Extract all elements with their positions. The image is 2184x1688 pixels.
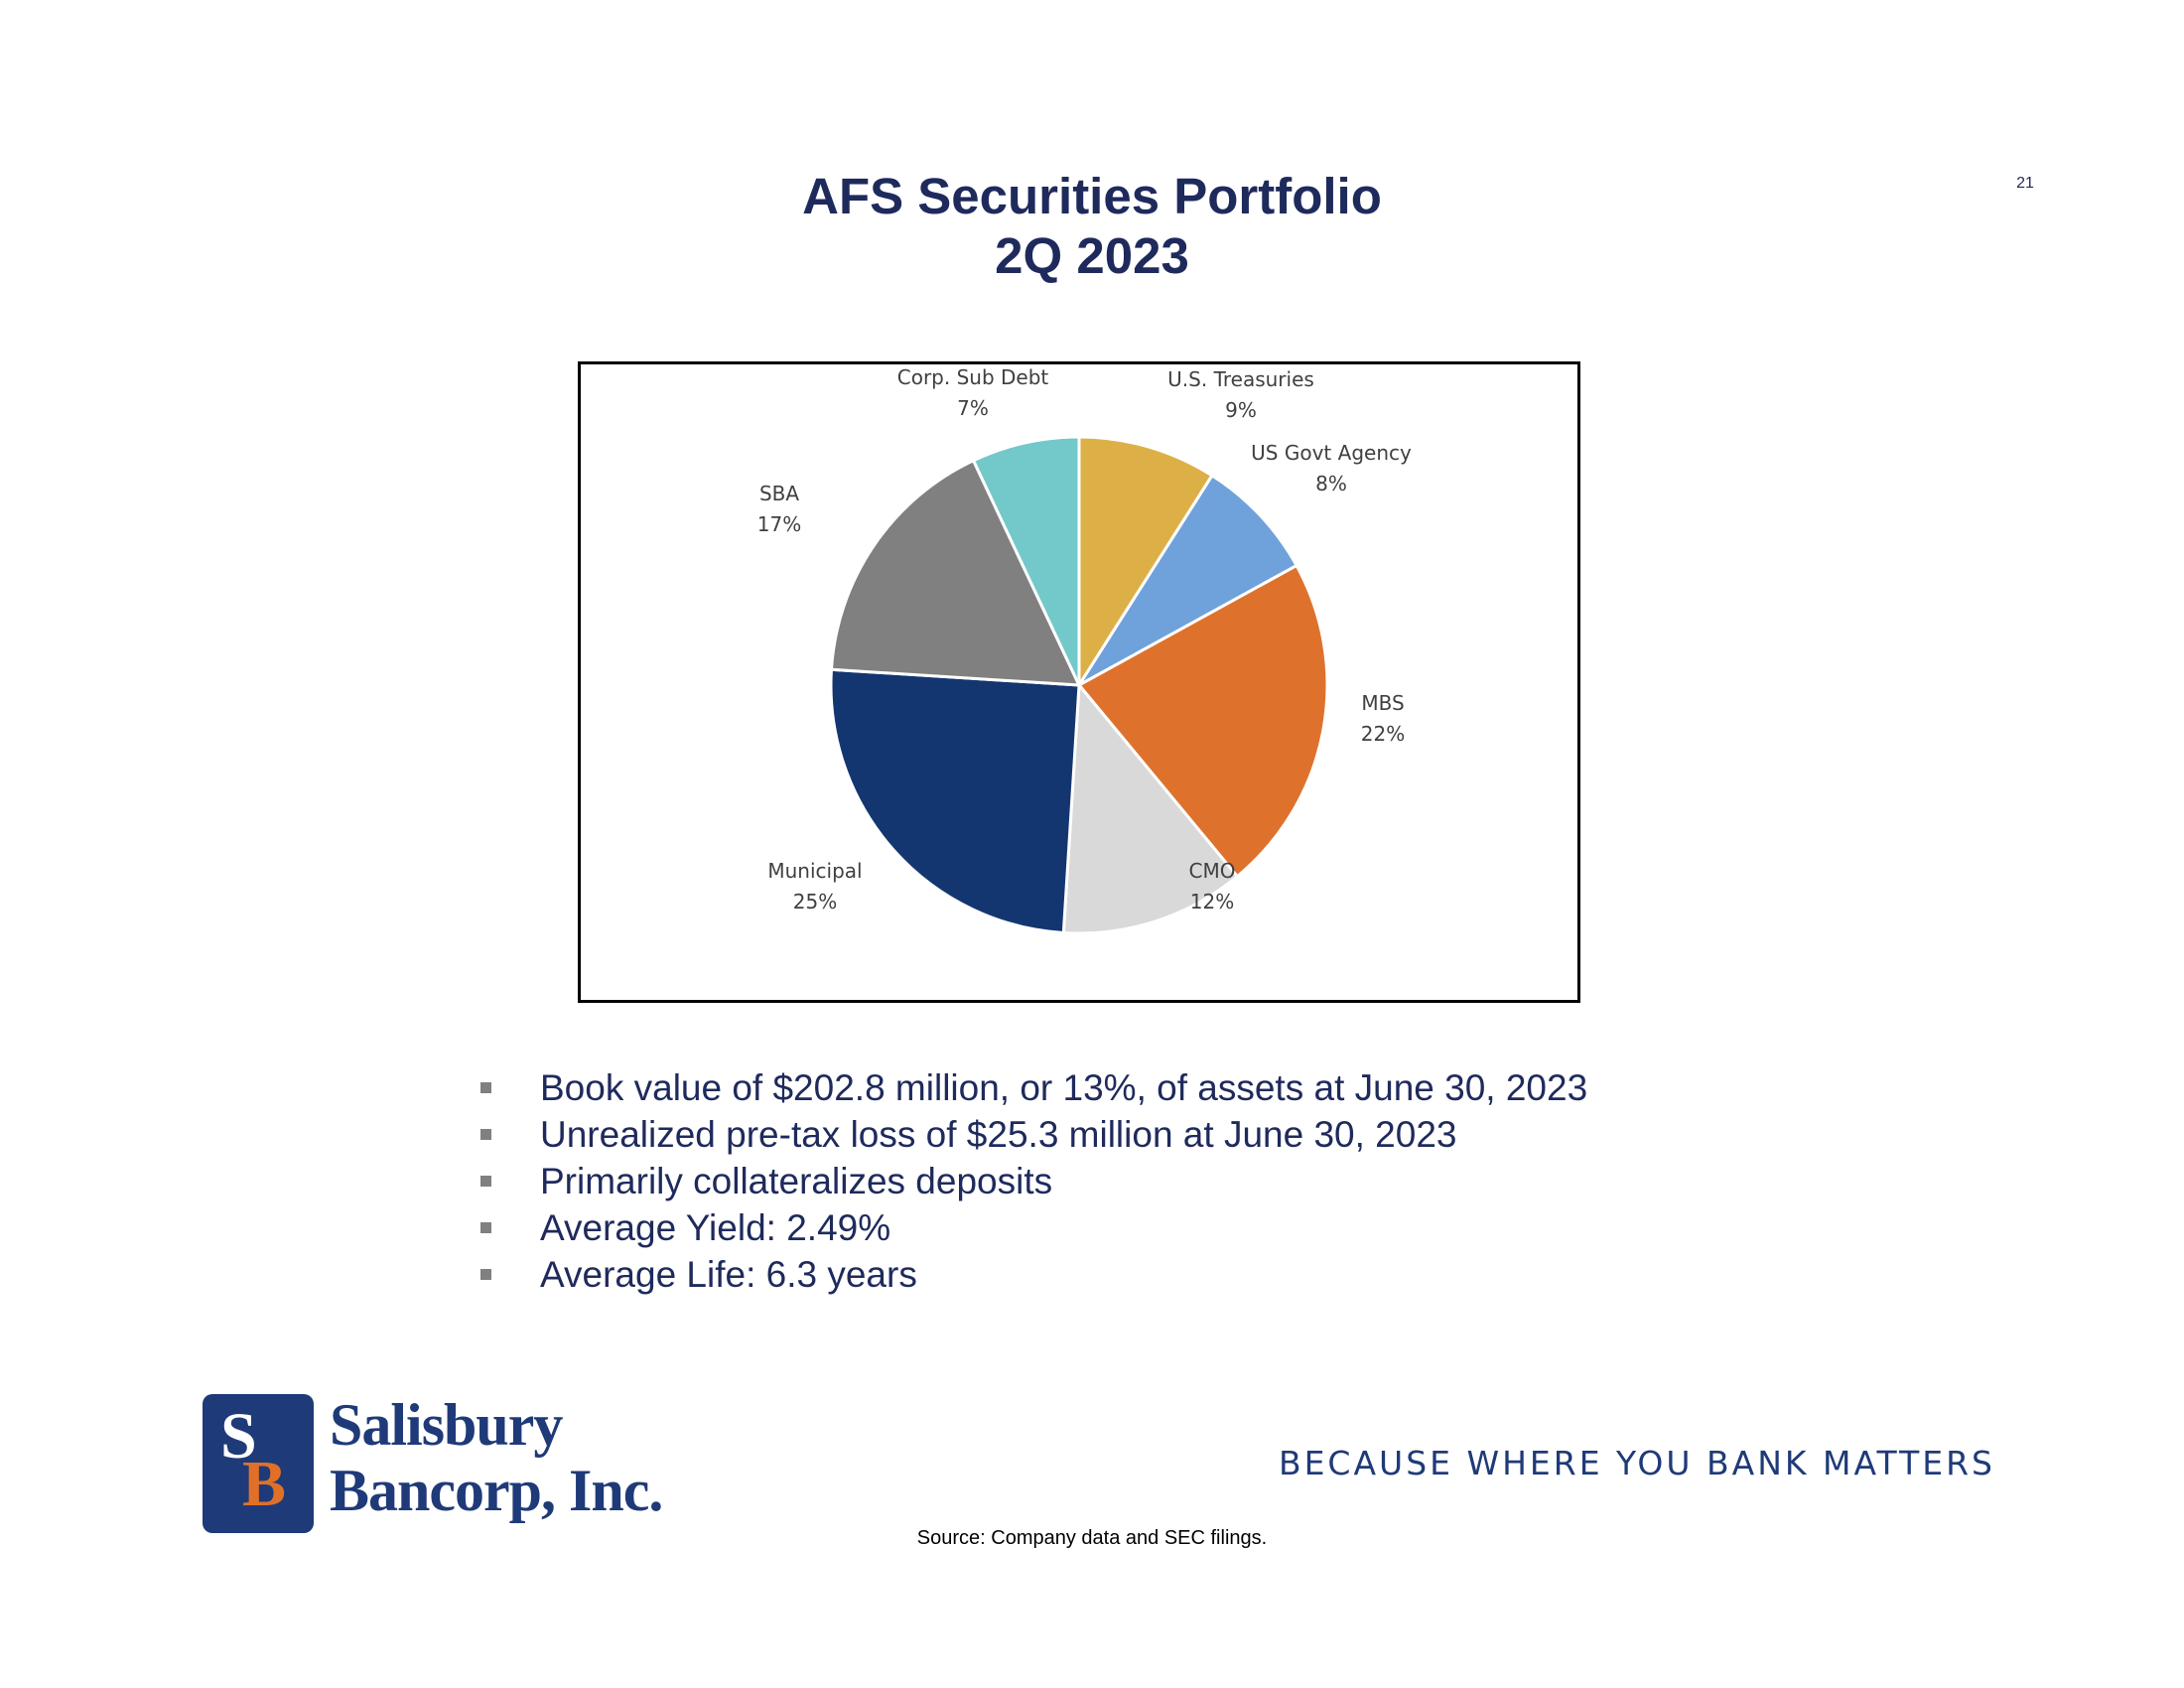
slice-name-label: SBA <box>759 482 799 505</box>
logo-mark: S B <box>203 1394 314 1533</box>
slice-percent-label: 25% <box>793 890 837 914</box>
pie-slice-mbs <box>1076 563 1329 879</box>
slice-name-label: MBS <box>1361 691 1404 715</box>
bullet-text: Average Yield: 2.49% <box>540 1207 891 1248</box>
pie-slice-cmo <box>1061 681 1240 935</box>
bullet-item: Book value of $202.8 million, or 13%, of… <box>477 1064 1767 1111</box>
bullet-marker <box>480 1269 491 1280</box>
bullet-marker <box>480 1222 491 1233</box>
bullet-marker <box>480 1176 491 1187</box>
pie-chart-frame: U.S. Treasuries 9% US Govt Agency 8% MBS 22% C… <box>578 361 1580 1003</box>
bullet-text: Primarily collateralizes deposits <box>540 1161 1053 1201</box>
bullet-marker <box>480 1082 491 1093</box>
title-line-1: AFS Securities Portfolio <box>802 168 1382 224</box>
pie-chart: U.S. Treasuries 9% US Govt Agency 8% MBS 22% C… <box>757 365 1412 935</box>
slice-percent-label: 7% <box>957 396 989 420</box>
slice-percent-label: 9% <box>1225 398 1257 422</box>
bullet-text: Unrealized pre-tax loss of $25.3 million… <box>540 1114 1457 1155</box>
slice-name-label: US Govt Agency <box>1251 441 1412 465</box>
logo-letter-b: B <box>242 1448 287 1520</box>
company-logo: S B Salisbury Bancorp, Inc. <box>203 1392 679 1538</box>
bullet-marker <box>480 1129 491 1140</box>
pie-slice-u-s-treasuries <box>1077 435 1215 691</box>
slide-title: AFS Securities Portfolio 2Q 2023 <box>596 167 1588 286</box>
slice-name-label: Corp. Sub Debt <box>897 365 1049 389</box>
slice-name-label: U.S. Treasuries <box>1167 367 1314 391</box>
slice-percent-label: 17% <box>757 512 801 536</box>
pie-slice-corp-sub-debt <box>971 435 1081 686</box>
bullet-item: Average Yield: 2.49% <box>477 1204 1767 1251</box>
slice-percent-label: 22% <box>1361 722 1405 746</box>
slice-name-label: Municipal <box>767 859 862 883</box>
bullet-text: Average Life: 6.3 years <box>540 1254 917 1295</box>
logo-line-2: Bancorp, Inc. <box>330 1458 663 1523</box>
slice-percent-label: 12% <box>1190 890 1234 914</box>
bullet-list: Book value of $202.8 million, or 13%, of… <box>477 1064 1767 1298</box>
pie-slice-sba <box>829 458 1082 687</box>
bullet-item: Average Life: 6.3 years <box>477 1251 1767 1298</box>
pie-slice-municipal <box>829 667 1081 935</box>
source-note: Source: Company data and SEC filings. <box>916 1527 1268 1549</box>
slice-percent-label: 8% <box>1315 472 1347 495</box>
bullet-item: Primarily collateralizes deposits <box>477 1158 1767 1204</box>
logo-line-1: Salisbury <box>330 1392 563 1458</box>
bullet-item: Unrealized pre-tax loss of $25.3 million… <box>477 1111 1767 1158</box>
tagline: BECAUSE WHERE YOU BANK MATTERS <box>1278 1444 1995 1482</box>
logo-wordmark: Salisbury Bancorp, Inc. <box>330 1392 663 1523</box>
page-number: 21 <box>2016 175 2034 192</box>
pie-slice-us-govt-agency <box>1077 473 1299 687</box>
logo-letter-s: S <box>220 1400 257 1473</box>
slice-name-label: CMO <box>1189 859 1236 883</box>
title-line-2: 2Q 2023 <box>995 227 1189 284</box>
bullet-text: Book value of $202.8 million, or 13%, of… <box>540 1067 1588 1108</box>
